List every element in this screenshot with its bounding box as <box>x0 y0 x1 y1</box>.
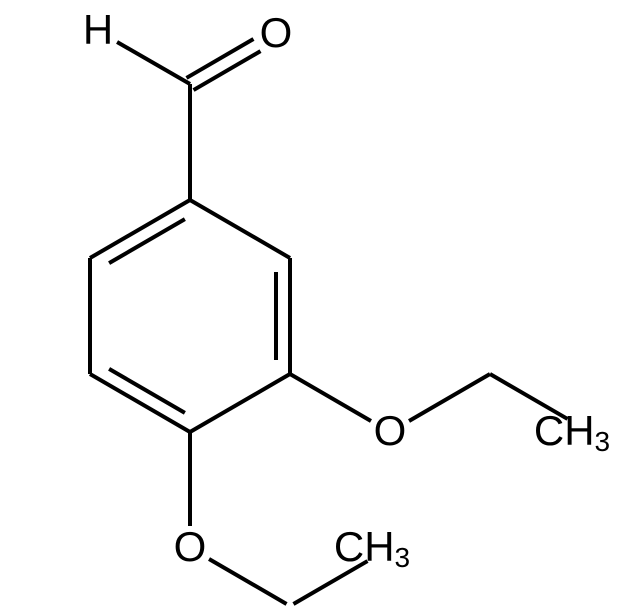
bond <box>190 200 290 258</box>
bond <box>194 51 261 90</box>
bond <box>90 374 190 432</box>
atom-label-C11: CH3 <box>334 523 410 573</box>
atom-label-O2: O <box>374 407 407 454</box>
atom-label-O1: O <box>260 9 293 56</box>
atom-label-C9: CH3 <box>534 407 610 457</box>
bond <box>117 42 190 84</box>
bond <box>90 200 190 258</box>
bond <box>186 39 253 78</box>
atom-label-H1: H <box>83 6 113 53</box>
bond <box>409 374 490 421</box>
bond <box>209 559 287 604</box>
atom-label-O3: O <box>174 523 207 570</box>
molecule-diagram: O H O CH3 O CH3 <box>0 0 640 609</box>
bond <box>190 374 290 432</box>
bond <box>290 374 371 421</box>
